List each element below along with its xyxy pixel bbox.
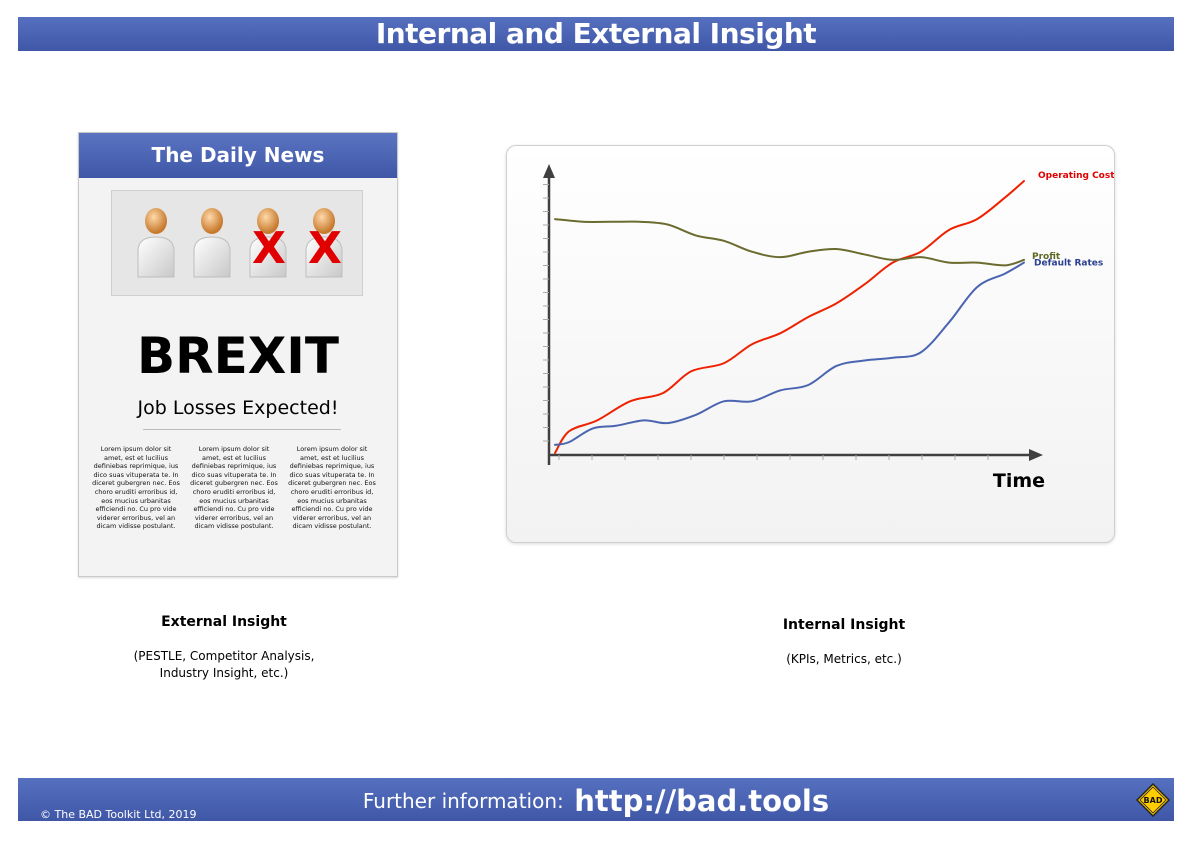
external-subtitle-line2: Industry Insight, etc.)	[159, 666, 289, 680]
series-line-default-rates	[554, 261, 1025, 446]
internal-subtitle: (KPIs, Metrics, etc.)	[786, 652, 902, 666]
series-label-default-rates: Default Rates	[1034, 259, 1103, 269]
x-axis-label: Time	[993, 470, 1045, 492]
x-axis-arrow	[1029, 449, 1043, 461]
people-panel: X X	[111, 190, 363, 296]
newspaper-headline: BREXIT	[136, 327, 340, 385]
newspaper-title: The Daily News	[151, 143, 325, 167]
newspaper-illustration: The Daily News X X BREXIT Job Losses Exp…	[78, 132, 398, 577]
newspaper-subheadline: Job Losses Expected!	[137, 397, 339, 419]
series-label-profit: Profit	[1032, 252, 1061, 262]
further-information: Further information: http://bad.tools	[18, 784, 1174, 818]
cross-mark-icon: X	[252, 223, 286, 274]
bad-logo-icon: BAD	[1136, 783, 1170, 817]
article-column: Lorem ipsum dolor sit amet, est et lucil…	[92, 445, 180, 531]
external-caption: External Insight (PESTLE, Competitor Ana…	[100, 614, 348, 682]
series-line-operating-costs	[554, 180, 1025, 454]
person-icon	[249, 208, 287, 278]
kpi-chart-card: Time Operating Costs Profit Default Rates	[506, 145, 1115, 543]
further-label: Further information:	[362, 789, 564, 813]
article-column: Lorem ipsum dolor sit amet, est et lucil…	[190, 445, 278, 531]
page-title: Internal and External Insight	[375, 17, 817, 50]
article-column: Lorem ipsum dolor sit amet, est et lucil…	[288, 445, 376, 531]
internal-caption: Internal Insight (KPIs, Metrics, etc.)	[700, 617, 988, 668]
y-axis-arrow	[543, 164, 555, 178]
title-banner: Internal and External Insight	[18, 17, 1174, 51]
bad-logo-text: BAD	[1144, 796, 1163, 805]
external-subtitle-line1: (PESTLE, Competitor Analysis,	[133, 649, 315, 663]
divider	[143, 429, 341, 430]
internal-title: Internal Insight	[782, 617, 906, 633]
copyright-text: © The BAD Toolkit Ltd, 2019	[40, 808, 197, 821]
person-icon	[137, 208, 175, 278]
cross-mark-icon: X	[308, 223, 342, 274]
series-label-operating-costs: Operating Costs	[1038, 171, 1114, 181]
person-icon	[193, 208, 231, 278]
website-link[interactable]: http://bad.tools	[574, 784, 830, 818]
footer-banner: © The BAD Toolkit Ltd, 2019 Further info…	[18, 778, 1174, 821]
series-line-profit	[554, 218, 1025, 267]
newspaper-masthead: The Daily News	[79, 133, 397, 178]
person-icon	[305, 208, 343, 278]
external-title: External Insight	[161, 614, 287, 630]
